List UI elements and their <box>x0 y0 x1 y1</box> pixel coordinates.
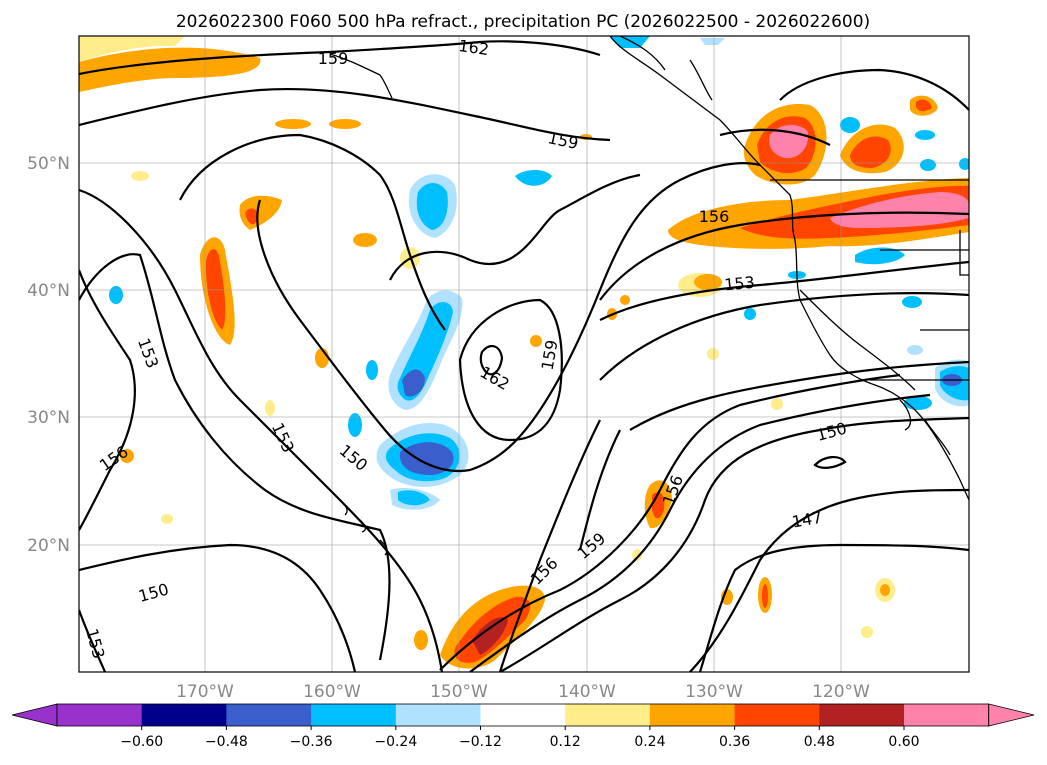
colorbar-tick-label: 0.36 <box>719 734 750 750</box>
longitude-labels: 170°W 160°W 150°W 140°W 130°W 120°W <box>176 682 870 702</box>
lon-label: 150°W <box>430 682 488 702</box>
colorbar-segment <box>819 704 905 726</box>
colorbar-tick-label: −0.60 <box>120 734 163 750</box>
colorbar-tick-label: −0.36 <box>290 734 333 750</box>
lon-label: 130°W <box>685 682 743 702</box>
colorbar-tick-label: 0.48 <box>804 734 835 750</box>
lat-label: 30°N <box>27 408 70 428</box>
colorbar-tick-label: −0.48 <box>205 734 248 750</box>
colorbar-segment <box>141 704 227 726</box>
colorbar-tick-label: −0.12 <box>459 734 502 750</box>
map-panel: 162 159 159 156 153 153 156 150 162 159 … <box>78 35 970 673</box>
colorbar-segment <box>904 704 990 726</box>
lon-label: 170°W <box>176 682 234 702</box>
colorbar-outline <box>56 703 990 727</box>
colorbar-tick-label: 0.60 <box>888 734 919 750</box>
lon-label: 160°W <box>303 682 361 702</box>
lat-label: 40°N <box>27 281 70 301</box>
map-title: 2026022300 F060 500 hPa refract., precip… <box>176 12 870 32</box>
colorbar-segment <box>57 704 143 726</box>
colorbar-extend-high <box>988 703 1035 727</box>
lon-label: 120°W <box>812 682 870 702</box>
colorbar-tick-label: 0.24 <box>634 734 665 750</box>
colorbar-segment <box>395 704 481 726</box>
colorbar-tick-label: −0.24 <box>374 734 417 750</box>
colorbar-tick-label: 0.12 <box>550 734 581 750</box>
colorbar-segment <box>565 704 651 726</box>
colorbar: −0.60 −0.48 −0.36 −0.24 −0.12 0.12 0.24 0.36 0.4… <box>11 703 1035 750</box>
lat-label: 20°N <box>27 536 70 556</box>
contour-label: 159 <box>318 49 349 68</box>
colorbar-segment <box>734 704 820 726</box>
coastlines <box>329 36 969 556</box>
colorbar-extend-low <box>11 703 58 727</box>
contour-label: 156 <box>699 207 730 226</box>
contour-label: 153 <box>723 273 755 295</box>
colorbar-segment <box>226 704 312 726</box>
colorbar-segment <box>311 704 397 726</box>
refractivity-contours <box>79 40 969 672</box>
contour-label: 162 <box>457 36 490 59</box>
lon-label: 140°W <box>558 682 616 702</box>
colorbar-segment <box>480 704 566 726</box>
latitude-labels: 50°N 40°N 30°N 20°N <box>27 154 70 556</box>
colorbar-segment <box>649 704 736 726</box>
lat-label: 50°N <box>27 154 70 174</box>
map-frame <box>78 35 970 673</box>
